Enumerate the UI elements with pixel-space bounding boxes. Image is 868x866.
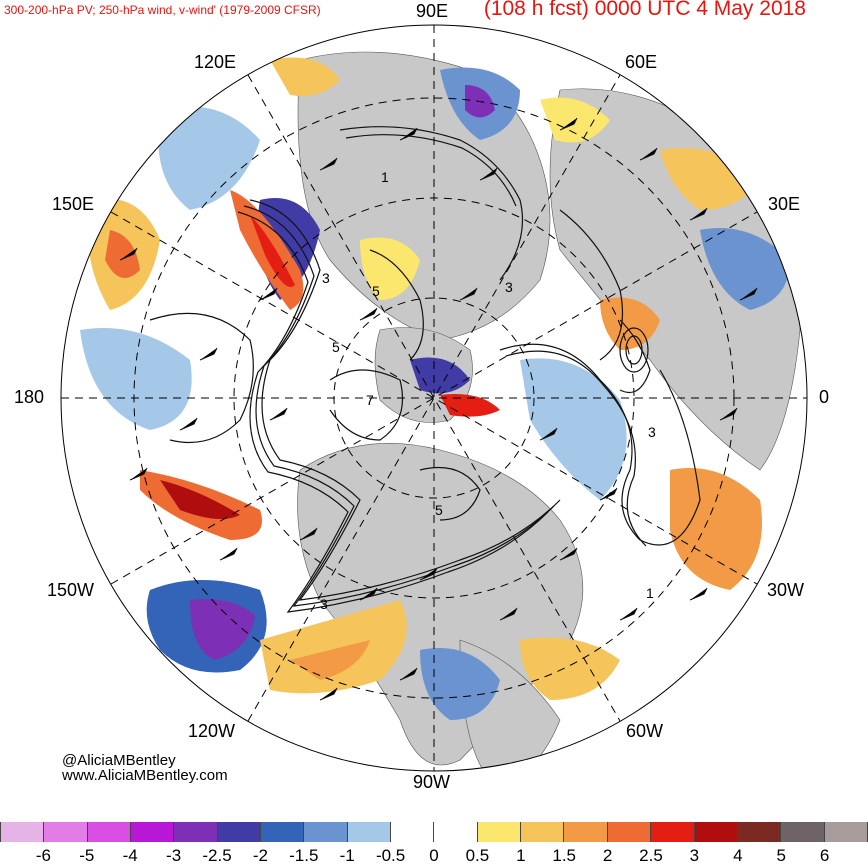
colorbar-tick-label: 0.5 — [465, 846, 490, 865]
colorbar-tick-label: -6 — [35, 846, 51, 865]
colorbar-swatch — [694, 822, 738, 842]
contour-value-labels: 3 3 5 5 1 1 3 3 5 7 — [320, 169, 656, 612]
colorbar-swatch — [651, 822, 695, 842]
credit-website: www.AliciaMBentley.com — [62, 767, 228, 784]
lon-label-120e: 120E — [194, 52, 237, 72]
pv-negative-anomalies — [80, 67, 790, 720]
contour-label: 3 — [320, 596, 328, 612]
contour-label: 7 — [366, 392, 374, 408]
lon-label-30e: 30E — [768, 194, 801, 214]
colorbar-swatch — [131, 822, 175, 842]
contour-label: 1 — [381, 169, 389, 185]
colorbar-swatch — [261, 822, 305, 842]
colorbar-swatch — [521, 822, 565, 842]
colorbar-tick-label: 1 — [516, 846, 526, 865]
pv-contours — [149, 126, 701, 613]
colorbar-swatch — [44, 822, 88, 842]
contour-label: 3 — [648, 424, 656, 440]
colorbar — [0, 822, 868, 842]
lon-label-30w: 30W — [767, 580, 805, 600]
colorbar-swatch — [434, 822, 478, 842]
colorbar-swatch — [391, 822, 435, 842]
colorbar-tick-label: -3 — [166, 846, 182, 865]
lon-label-180: 180 — [14, 387, 45, 407]
colorbar-swatch — [781, 822, 825, 842]
colorbar-swatch — [564, 822, 608, 842]
colorbar-swatch — [737, 822, 782, 842]
colorbar-swatch — [0, 822, 45, 842]
colorbar-ticks: -6 -5 -4 -3 -2.5 -2 -1.5 -1 -0.5 0 0.5 1 1.5 2 2.5 3 4 5 6 — [0, 846, 868, 866]
lon-label-150e: 150E — [52, 194, 95, 214]
lon-label-150w: 150W — [47, 580, 95, 600]
colorbar-swatch — [174, 822, 218, 842]
credit-twitter: @AliciaMBentley — [62, 752, 176, 769]
contour-label: 3 — [505, 279, 513, 295]
colorbar-tick-label: -4 — [122, 846, 138, 865]
colorbar-swatch — [217, 822, 262, 842]
colorbar-tick-label: -2 — [252, 846, 268, 865]
colorbar-tick-label: 5 — [776, 846, 786, 865]
contour-label: 3 — [322, 270, 330, 286]
colorbar-swatch — [87, 822, 132, 842]
colorbar-tick-label: -2.5 — [202, 846, 232, 865]
contour-label: 1 — [646, 585, 654, 601]
colorbar-swatch — [304, 822, 348, 842]
lon-label-0: 0 — [819, 387, 830, 407]
lon-label-120w: 120W — [188, 721, 236, 741]
colorbar-tick-label: 2 — [602, 846, 613, 865]
colorbar-swatch — [347, 822, 392, 842]
polar-stereographic-map: 3 3 5 5 1 1 3 3 5 7 — [60, 24, 808, 772]
wind-barbs — [119, 117, 758, 701]
lon-label-90w: 90W — [413, 772, 451, 792]
lon-label-60e: 60E — [625, 52, 658, 72]
colorbar-tick-label: 1.5 — [552, 846, 577, 865]
colorbar-tick-label: 0 — [429, 846, 439, 865]
chart-title: 300-200-hPa PV; 250-hPa wind, v-wind' (1… — [4, 3, 321, 17]
colorbar-tick-label: 2.5 — [639, 846, 663, 865]
colorbar-tick-label: 3 — [689, 846, 700, 865]
colorbar-tick-label: -1 — [339, 846, 355, 865]
contour-label: 5 — [435, 502, 443, 518]
colorbar-swatch — [824, 822, 868, 842]
map-boundary — [60, 24, 808, 772]
lon-label-90e: 90E — [416, 1, 449, 21]
colorbar-swatch — [477, 822, 522, 842]
lat-lon-grid — [61, 25, 807, 771]
lon-label-60w: 60W — [626, 721, 664, 741]
contour-label: 5 — [372, 283, 380, 299]
colorbar-tick-label: -5 — [79, 846, 95, 865]
colorbar-tick-label: 4 — [733, 846, 743, 865]
colorbar-swatch — [607, 822, 652, 842]
colorbar-tick-label: -0.5 — [375, 846, 406, 865]
forecast-time: (108 h fcst) 0000 UTC 4 May 2018 — [483, 0, 806, 20]
contour-label: 5 — [332, 339, 340, 355]
colorbar-tick-label: 6 — [819, 846, 830, 865]
colorbar-tick-label: -1.5 — [289, 846, 319, 865]
